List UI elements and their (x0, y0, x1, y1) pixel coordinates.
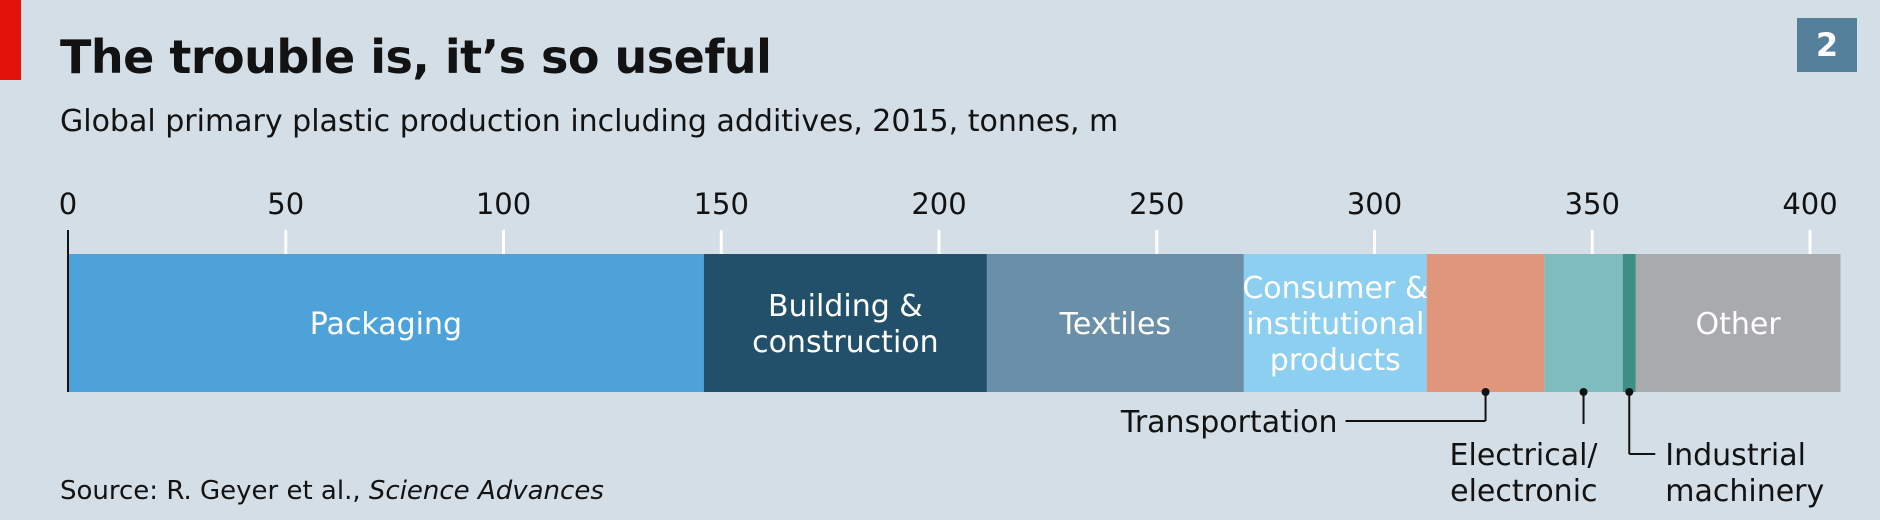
bar-segment (1243, 254, 1427, 392)
segment-label: Building & construction (752, 289, 939, 360)
x-tick-label: 350 (1565, 187, 1620, 221)
callout-dot (1579, 388, 1588, 396)
segment-label: Textiles (1059, 307, 1171, 342)
bar-segment (1622, 254, 1636, 392)
bar-segment (986, 254, 1244, 392)
x-tick-label: 300 (1347, 187, 1402, 221)
bar-segment (1544, 254, 1623, 392)
x-tick-label: 50 (267, 187, 304, 221)
x-tick-label: 150 (694, 187, 749, 221)
chart-title: The trouble is, it’s so useful (60, 30, 772, 84)
x-tick-label: 200 (911, 187, 966, 221)
x-tick-label: 400 (1782, 187, 1837, 221)
chart-number-badge: 2 (1797, 18, 1857, 72)
callout-dot (1625, 388, 1634, 396)
callout-dot (1481, 388, 1490, 396)
callout-label: Electrical/electronic (1450, 438, 1599, 509)
x-tick-label: 100 (476, 187, 531, 221)
source-journal: Science Advances (368, 476, 604, 506)
chart-subtitle: Global primary plastic production includ… (60, 104, 1119, 139)
bar-segment (68, 254, 704, 392)
x-tick-label: 0 (59, 187, 77, 221)
source-prefix: Source: R. Geyer et al., (60, 476, 369, 506)
bar-segment (1426, 254, 1545, 392)
callout-label: Industrial machinery (1665, 438, 1824, 509)
segment-label: Packaging (310, 307, 462, 342)
source-note: Source: R. Geyer et al., Science Advance… (60, 476, 604, 506)
bar-segment (703, 254, 987, 392)
segment-label: Other (1696, 307, 1782, 342)
x-tick-label: 250 (1129, 187, 1184, 221)
brand-red-tag (0, 0, 21, 80)
bar-segment (1635, 254, 1841, 392)
callout-label: Transportation (1120, 405, 1338, 440)
segment-label: Consumer & institutional products (1242, 271, 1428, 378)
